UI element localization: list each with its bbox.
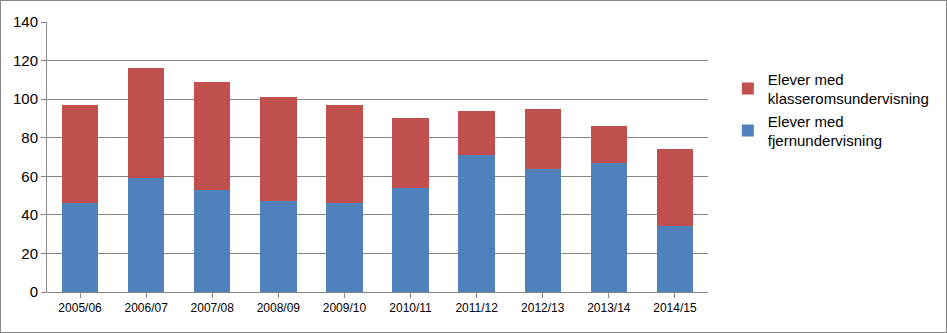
svg-text:80: 80: [21, 129, 38, 146]
svg-text:2007/08: 2007/08: [191, 301, 235, 315]
svg-text:2006/07: 2006/07: [124, 301, 168, 315]
svg-text:Elever medfjernundervisning: Elever medfjernundervisning: [768, 113, 882, 150]
svg-text:2008/09: 2008/09: [257, 301, 301, 315]
svg-text:2005/06: 2005/06: [58, 301, 102, 315]
svg-text:20: 20: [21, 245, 38, 262]
svg-text:2011/12: 2011/12: [455, 301, 498, 315]
svg-text:120: 120: [13, 52, 38, 69]
svg-text:2014/15: 2014/15: [653, 301, 697, 315]
svg-text:140: 140: [13, 13, 38, 30]
svg-text:2012/13: 2012/13: [521, 301, 565, 315]
svg-text:40: 40: [21, 206, 38, 223]
svg-text:2009/10: 2009/10: [323, 301, 367, 315]
svg-text:2013/14: 2013/14: [587, 301, 631, 315]
svg-text:Elever medklasseromsundervisni: Elever medklasseromsundervisning: [768, 71, 929, 108]
svg-text:60: 60: [21, 168, 38, 185]
svg-text:0: 0: [30, 283, 38, 300]
svg-text:100: 100: [13, 90, 38, 107]
svg-text:2010/11: 2010/11: [389, 301, 432, 315]
